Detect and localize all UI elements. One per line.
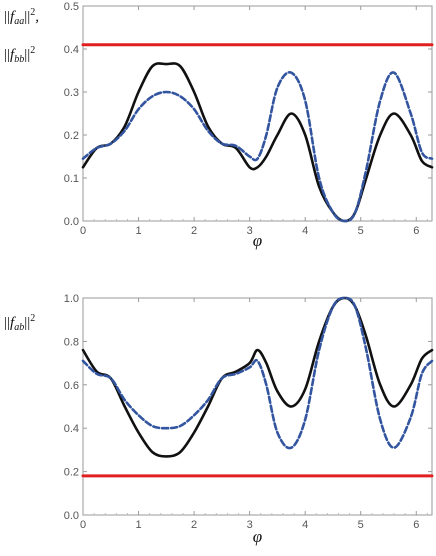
bottom-xtick-label: 5: [358, 519, 364, 531]
bottom-series-0-solid: [81, 296, 434, 458]
top-xtick-label: 6: [413, 225, 419, 237]
bottom-xlabel: φ: [253, 527, 262, 546]
bottom-xtick-label: 6: [413, 519, 419, 531]
top-ytick-label: 0.3: [64, 87, 79, 99]
top-xtick-label: 3: [247, 225, 253, 237]
top-plot-frame: [82, 5, 433, 222]
top-ytick-label: 0.0: [64, 216, 79, 228]
bottom-xtick-label: 0: [80, 519, 86, 531]
bottom-ytick-label: 0.4: [64, 423, 79, 435]
bottom-ytick-label: 0.2: [64, 467, 79, 479]
top-ytick-label: 0.2: [64, 130, 79, 142]
top-xtick-label: 2: [191, 225, 197, 237]
bottom-series-1-dashed: [81, 296, 434, 450]
bottom-xtick-label: 4: [302, 519, 308, 531]
top-xtick-label: 4: [302, 225, 308, 237]
top-ytick-label: 0.1: [64, 173, 79, 185]
top-ytick-label: 0.5: [64, 1, 79, 13]
bottom-xtick-label: 3: [247, 519, 253, 531]
bottom-xtick-label: 2: [191, 519, 197, 531]
bottom-ytick-label: 1.0: [64, 293, 79, 305]
bottom-ytick-label: 0.0: [64, 510, 79, 522]
bottom-ylabel: ||fab||2: [4, 313, 36, 333]
top-xtick-label: 1: [135, 225, 141, 237]
top-ylabel-line1: ||faa||2,: [4, 7, 39, 27]
bottom-xtick-label: 1: [135, 519, 141, 531]
bottom-ytick-label: 0.8: [64, 336, 79, 348]
top-series-0-solid: [81, 62, 434, 223]
top-xtick-label: 5: [358, 225, 364, 237]
top-xtick-label: 0: [80, 225, 86, 237]
top-ylabel-line2: ||fbb||2: [4, 45, 36, 65]
bottom-plot-frame: [82, 297, 433, 516]
bottom-ytick-label: 0.6: [64, 380, 79, 392]
top-xlabel: φ: [253, 231, 262, 250]
top-series-1-dashed: [81, 71, 434, 223]
top-ytick-label: 0.4: [64, 44, 79, 56]
